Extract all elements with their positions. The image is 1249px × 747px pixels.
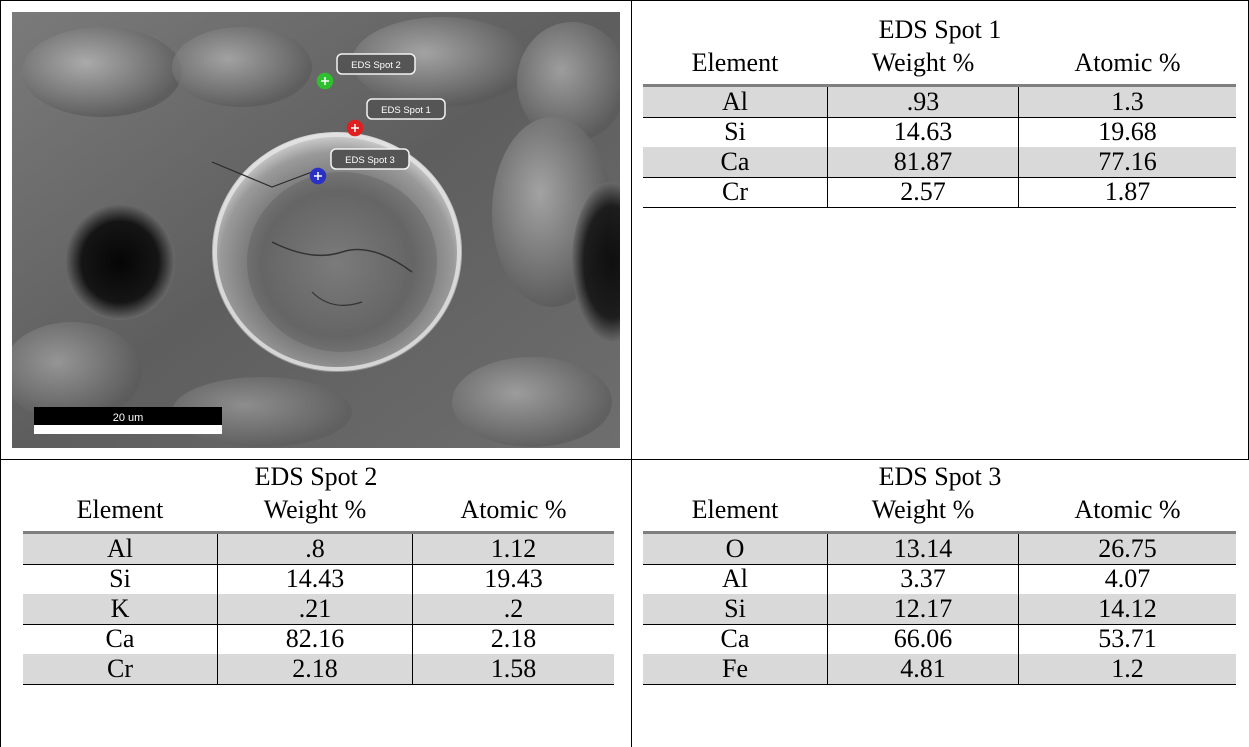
atomic-cell: 53.71	[1098, 624, 1157, 653]
atomic-cell: 19.43	[484, 564, 543, 593]
grid-middle-divider	[0, 459, 1249, 460]
eds-spot-2-label-box	[336, 53, 416, 75]
eds-spot-1-header-atomic: Atomic %	[1074, 48, 1181, 77]
element-cell: Ca	[105, 624, 135, 653]
scale-bar-label: 20 um	[113, 412, 144, 424]
eds-spot-1-title: EDS Spot 1	[878, 15, 1002, 44]
eds-spot-1-marker	[346, 119, 364, 137]
table-row: Ca 81.87 77.16	[643, 147, 1236, 178]
weight-cell: 14.63	[827, 117, 1019, 147]
weight-cell: 4.81	[827, 654, 1019, 684]
element-cell: Al	[722, 87, 748, 116]
element-cell: Ca	[720, 147, 750, 176]
scale-bar	[34, 425, 222, 434]
eds-spot-3-header-atomic: Atomic %	[1074, 495, 1181, 524]
weight-cell: .8	[217, 534, 413, 564]
table-row: Si 12.17 14.12	[643, 594, 1236, 625]
weight-cell: 13.14	[827, 534, 1019, 564]
atomic-cell: 14.12	[1098, 594, 1157, 623]
table-row: Cr 2.18 1.58	[23, 654, 614, 685]
element-cell: Al	[722, 564, 748, 593]
grid-left-border	[0, 0, 1, 747]
eds-spot-2-marker	[316, 72, 334, 90]
eds-spot-3-label-box	[330, 148, 410, 170]
weight-cell: 14.43	[217, 564, 413, 594]
table-row: Ca 66.06 53.71	[643, 624, 1236, 655]
eds-spot-3-label: EDS Spot 3	[345, 155, 395, 166]
element-cell: Al	[107, 534, 133, 563]
table-row: Si 14.43 19.43	[23, 564, 614, 595]
atomic-cell: 1.2	[1111, 654, 1144, 683]
eds-spot-1-label-box	[366, 98, 446, 120]
eds-spot-2-header-rule	[23, 531, 614, 534]
element-cell: O	[725, 534, 745, 563]
sem-micrograph: EDS Spot 2 EDS Spot 1 EDS Spot 3 20 um	[12, 12, 620, 448]
eds-spot-1-label: EDS Spot 1	[381, 105, 431, 116]
table-row: Al 3.37 4.07	[643, 564, 1236, 595]
eds-spot-2-title: EDS Spot 2	[254, 462, 378, 491]
grid-top-border	[0, 0, 1249, 1]
weight-cell: 2.18	[217, 654, 413, 684]
table-row: Si 14.63 19.68	[643, 117, 1236, 148]
weight-cell: 2.57	[827, 177, 1019, 207]
eds-spot-3-header-rule	[643, 531, 1236, 534]
atomic-cell: 26.75	[1098, 534, 1157, 563]
weight-cell: 82.16	[217, 624, 413, 654]
scale-bar-background	[34, 407, 222, 425]
atomic-cell: 1.87	[1104, 177, 1151, 206]
element-cell: K	[110, 594, 130, 623]
table-row: Ca 82.16 2.18	[23, 624, 614, 655]
weight-cell: .21	[217, 594, 413, 624]
eds-spot-3-header-weight: Weight %	[871, 495, 975, 524]
element-cell: Fe	[722, 654, 748, 683]
eds-spot-2-header-weight: Weight %	[263, 495, 367, 524]
table-row: Al .93 1.3	[643, 87, 1236, 118]
element-cell: Si	[724, 594, 746, 623]
element-cell: Si	[109, 564, 131, 593]
atomic-cell: 1.58	[490, 654, 537, 683]
element-cell: Cr	[722, 177, 748, 206]
atomic-cell: 1.12	[490, 534, 537, 563]
element-cell: Cr	[107, 654, 133, 683]
table-row: Fe 4.81 1.2	[643, 654, 1236, 685]
atomic-cell: .2	[503, 594, 524, 623]
weight-cell: 66.06	[827, 624, 1019, 654]
eds-spot-2-header-atomic: Atomic %	[460, 495, 567, 524]
weight-cell: 81.87	[827, 147, 1019, 177]
eds-spot-1-header-element: Element	[691, 48, 779, 77]
weight-cell: .93	[827, 87, 1019, 117]
table-row: K .21 .2	[23, 594, 614, 625]
eds-spot-3-header-element: Element	[691, 495, 779, 524]
eds-spot-3-marker	[309, 167, 327, 185]
eds-spot-3-title: EDS Spot 3	[878, 462, 1002, 491]
table-row: Al .8 1.12	[23, 534, 614, 565]
atomic-cell: 77.16	[1098, 147, 1157, 176]
weight-cell: 12.17	[827, 594, 1019, 624]
eds-spot-1-header-rule	[643, 84, 1236, 87]
grid-center-divider	[631, 0, 632, 747]
eds-spot-1-header-weight: Weight %	[871, 48, 975, 77]
eds-spot-2-header-element: Element	[76, 495, 164, 524]
atomic-cell: 2.18	[490, 624, 537, 653]
table-row: O 13.14 26.75	[643, 534, 1236, 565]
element-cell: Ca	[720, 624, 750, 653]
table-row: Cr 2.57 1.87	[643, 177, 1236, 208]
atomic-cell: 19.68	[1098, 117, 1157, 146]
atomic-cell: 1.3	[1111, 87, 1144, 116]
element-cell: Si	[724, 117, 746, 146]
atomic-cell: 4.07	[1104, 564, 1151, 593]
weight-cell: 3.37	[827, 564, 1019, 594]
eds-spot-2-label: EDS Spot 2	[351, 60, 401, 71]
